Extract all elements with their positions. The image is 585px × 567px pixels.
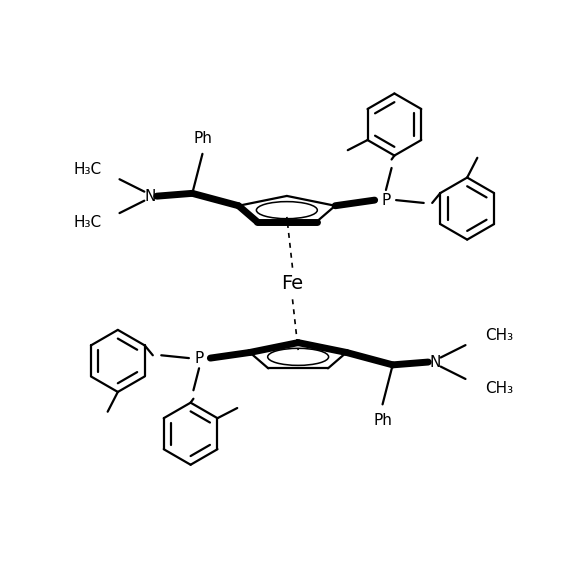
- Text: H₃C: H₃C: [74, 215, 102, 230]
- Text: Fe: Fe: [281, 274, 304, 293]
- Text: Ph: Ph: [373, 413, 392, 428]
- Text: CH₃: CH₃: [486, 381, 514, 396]
- Text: Ph: Ph: [193, 130, 212, 146]
- Text: N: N: [429, 354, 441, 370]
- Text: P: P: [381, 193, 391, 208]
- Text: P: P: [194, 350, 204, 366]
- Text: H₃C: H₃C: [74, 162, 102, 177]
- Text: CH₃: CH₃: [486, 328, 514, 343]
- Text: N: N: [144, 189, 156, 204]
